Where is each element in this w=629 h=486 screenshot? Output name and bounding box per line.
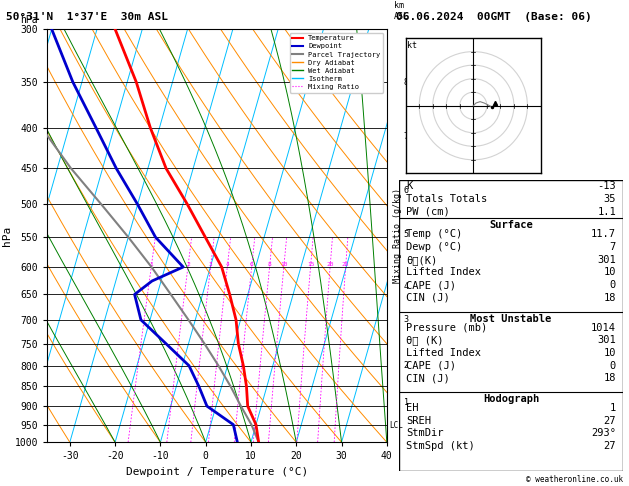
Text: 3: 3 [403, 315, 408, 324]
Text: 2: 2 [403, 361, 408, 370]
Text: 10: 10 [280, 262, 287, 267]
Text: 2: 2 [186, 262, 190, 267]
Text: 27: 27 [603, 441, 616, 451]
Legend: Temperature, Dewpoint, Parcel Trajectory, Dry Adiabat, Wet Adiabat, Isotherm, Mi: Temperature, Dewpoint, Parcel Trajectory… [289, 33, 383, 93]
Text: LCL: LCL [389, 421, 403, 430]
Text: km
ASL: km ASL [394, 1, 409, 21]
Text: CAPE (J): CAPE (J) [406, 280, 456, 290]
Text: Temp (°C): Temp (°C) [406, 229, 462, 239]
Text: EH: EH [406, 403, 419, 413]
Text: 20: 20 [326, 262, 334, 267]
Text: 0: 0 [610, 361, 616, 370]
Text: Dewp (°C): Dewp (°C) [406, 242, 462, 252]
Text: Mixing Ratio (g/kg): Mixing Ratio (g/kg) [393, 188, 403, 283]
Text: SREH: SREH [406, 416, 431, 426]
Text: 18: 18 [603, 293, 616, 303]
Text: StmSpd (kt): StmSpd (kt) [406, 441, 475, 451]
Text: 1: 1 [403, 398, 408, 407]
Text: 11.7: 11.7 [591, 229, 616, 239]
Text: 301: 301 [598, 335, 616, 345]
Text: 1: 1 [149, 262, 153, 267]
Text: Lifted Index: Lifted Index [406, 267, 481, 278]
Text: hPa: hPa [20, 15, 38, 25]
Text: 10: 10 [603, 348, 616, 358]
Text: 10: 10 [603, 267, 616, 278]
Text: 7: 7 [403, 132, 408, 141]
Text: Most Unstable: Most Unstable [470, 313, 552, 324]
Text: CIN (J): CIN (J) [406, 373, 450, 383]
Text: 35: 35 [603, 194, 616, 204]
Text: 1014: 1014 [591, 323, 616, 332]
Text: θᴄ (K): θᴄ (K) [406, 335, 443, 345]
Text: 06.06.2024  00GMT  (Base: 06): 06.06.2024 00GMT (Base: 06) [396, 12, 592, 22]
Text: Lifted Index: Lifted Index [406, 348, 481, 358]
Text: Pressure (mb): Pressure (mb) [406, 323, 487, 332]
Text: 4: 4 [225, 262, 229, 267]
Text: 1: 1 [610, 403, 616, 413]
Text: 0: 0 [610, 280, 616, 290]
Text: Hodograph: Hodograph [483, 394, 539, 404]
Text: kt: kt [407, 40, 417, 50]
Text: -13: -13 [598, 181, 616, 191]
Text: 1.1: 1.1 [598, 207, 616, 217]
Text: 8: 8 [403, 78, 408, 87]
Text: 18: 18 [603, 373, 616, 383]
Text: 5: 5 [403, 229, 408, 239]
Text: 3: 3 [209, 262, 213, 267]
Text: 15: 15 [307, 262, 314, 267]
Text: 8: 8 [268, 262, 272, 267]
Text: 6: 6 [250, 262, 253, 267]
Text: θᴄ(K): θᴄ(K) [406, 255, 437, 265]
Text: 25: 25 [342, 262, 349, 267]
Text: 4: 4 [403, 282, 408, 291]
Text: 50°31'N  1°37'E  30m ASL: 50°31'N 1°37'E 30m ASL [6, 12, 169, 22]
Text: 293°: 293° [591, 428, 616, 438]
Text: 301: 301 [598, 255, 616, 265]
Text: PW (cm): PW (cm) [406, 207, 450, 217]
Text: Surface: Surface [489, 221, 533, 230]
Text: © weatheronline.co.uk: © weatheronline.co.uk [526, 474, 623, 484]
Text: Totals Totals: Totals Totals [406, 194, 487, 204]
Text: K: K [406, 181, 413, 191]
Y-axis label: hPa: hPa [2, 226, 12, 246]
X-axis label: Dewpoint / Temperature (°C): Dewpoint / Temperature (°C) [126, 467, 308, 477]
Text: 6: 6 [403, 186, 408, 195]
Text: 7: 7 [610, 242, 616, 252]
Text: CIN (J): CIN (J) [406, 293, 450, 303]
Text: 27: 27 [603, 416, 616, 426]
Text: StmDir: StmDir [406, 428, 443, 438]
Text: CAPE (J): CAPE (J) [406, 361, 456, 370]
